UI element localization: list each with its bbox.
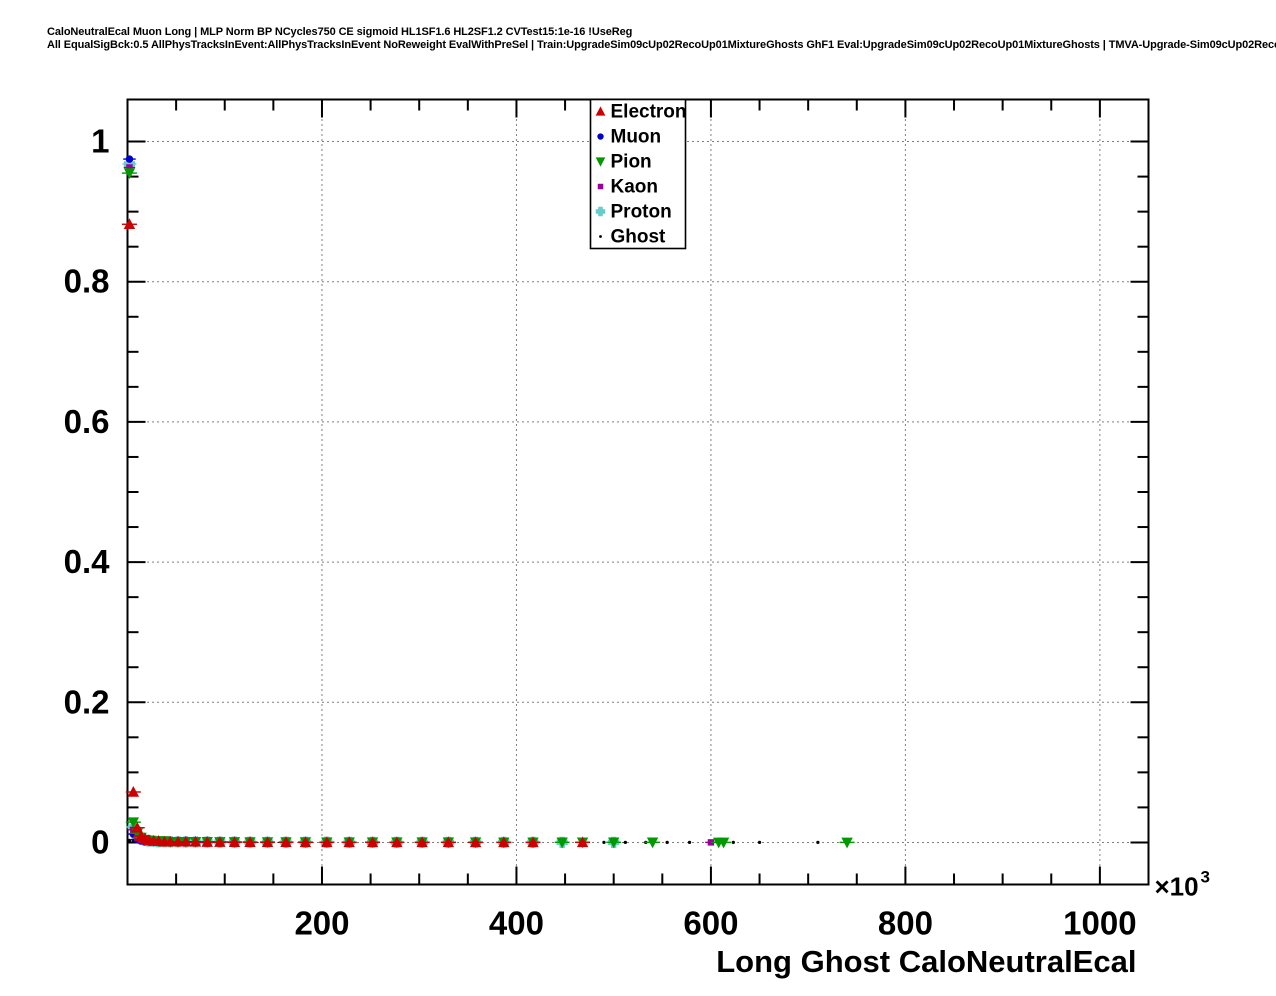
- data-point-ghost: [623, 840, 628, 845]
- legend-item-proton[interactable]: Proton: [595, 202, 672, 223]
- legend[interactable]: Electron Muon Pion Kaon Proton Ghost: [589, 98, 687, 250]
- data-point-electron: [201, 836, 213, 847]
- data-point-pion: [556, 837, 568, 849]
- legend-item-kaon[interactable]: Kaon: [597, 177, 659, 198]
- data-point-muon: [125, 155, 134, 163]
- data-point-pion: [646, 837, 659, 849]
- axis-titles: Long Ghost CaloNeutralEcal: [716, 944, 1136, 979]
- legend-item-ghost[interactable]: Ghost: [599, 227, 666, 248]
- data-point-electron: [469, 836, 482, 848]
- x-tick-label: 400: [489, 905, 544, 942]
- data-point-electron: [366, 836, 379, 848]
- data-point-electron: [416, 836, 428, 848]
- data-point-electron: [576, 836, 589, 848]
- legend-label: Pion: [611, 152, 652, 173]
- header-line-2: All EqualSigBck:0.5 AllPhysTracksInEvent…: [47, 39, 1276, 51]
- series-muon: [123, 155, 379, 847]
- data-point-electron: [164, 835, 176, 847]
- data-point-electron: [172, 835, 184, 847]
- data-point-electron: [442, 836, 455, 848]
- legend-label: Ghost: [611, 227, 667, 248]
- x-tick-label: 600: [683, 905, 738, 942]
- legend-marker-muon: [597, 133, 604, 140]
- data-point-kaon: [707, 839, 715, 846]
- legend-label: Electron: [611, 102, 687, 123]
- data-point-pion: [123, 168, 136, 180]
- data-point-electron: [127, 785, 140, 797]
- data-point-electron: [391, 836, 403, 848]
- header-line-1: CaloNeutralEcal Muon Long | MLP Norm BP …: [47, 26, 633, 38]
- data-point-electron: [228, 836, 241, 847]
- data-point-electron: [123, 218, 136, 230]
- data-point-electron: [343, 836, 355, 848]
- data-point-electron: [131, 821, 143, 833]
- data-point-ghost: [816, 840, 820, 845]
- y-tick-label: 0.4: [64, 543, 111, 580]
- y-tick-label: 0.2: [64, 683, 110, 720]
- data-point-ghost: [602, 840, 606, 845]
- x-axis-exponent-base: ×10: [1155, 872, 1199, 902]
- data-points-layer: [121, 155, 855, 849]
- series-kaon: [123, 164, 717, 846]
- y-tick-label: 0.8: [64, 263, 110, 300]
- data-point-electron: [498, 836, 510, 848]
- legend-box: [589, 98, 687, 250]
- data-point-ghost: [757, 840, 762, 845]
- legend-item-pion[interactable]: Pion: [595, 152, 652, 173]
- data-point-pion: [127, 817, 140, 829]
- data-point-electron: [527, 836, 539, 848]
- legend-marker-electron: [595, 106, 606, 116]
- x-axis-exponent-power: 3: [1201, 868, 1210, 887]
- data-point-electron: [261, 836, 274, 848]
- legend-label: Muon: [611, 127, 662, 148]
- data-point-kaon: [126, 164, 133, 171]
- legend-item-electron[interactable]: Electron: [595, 102, 687, 123]
- data-point-ghost: [687, 840, 692, 845]
- y-tick-label: 1: [91, 123, 109, 160]
- y-tick-label: 0.6: [64, 403, 110, 440]
- data-point-electron: [189, 835, 202, 847]
- x-tick-label: 200: [294, 905, 349, 942]
- x-tick-label: 1000: [1063, 905, 1136, 942]
- data-point-proton: [123, 158, 136, 170]
- series-electron: [121, 218, 591, 848]
- x-axis-title: Long Ghost CaloNeutralEcal: [716, 944, 1136, 979]
- legend-marker-ghost: [599, 235, 602, 238]
- y-tick-label: 0: [91, 823, 109, 860]
- data-point-electron: [321, 836, 333, 848]
- data-point-electron: [244, 836, 256, 847]
- series-proton: [122, 158, 621, 848]
- legend-label: Kaon: [611, 177, 659, 198]
- x-axis-exponent: ×10 3: [1155, 868, 1210, 902]
- data-point-pion: [841, 837, 853, 849]
- legend-marker-pion: [595, 157, 606, 167]
- legend-label: Proton: [611, 202, 672, 223]
- data-point-ghost: [731, 840, 735, 845]
- data-point-pion: [607, 837, 620, 849]
- legend-marker-kaon: [597, 183, 604, 190]
- data-point-ghost: [665, 840, 669, 845]
- legend-marker-proton: [595, 206, 606, 217]
- data-point-electron: [299, 836, 312, 848]
- grid-layer: [127, 99, 1149, 885]
- axis-tick-labels: 0 0.2 0.4 0.6 0.8 1 200 400 600 800 1000 ×10 3: [64, 123, 1210, 942]
- axis-ticks: [126, 99, 1149, 885]
- data-point-ghost: [127, 838, 132, 842]
- data-point-pion: [717, 837, 730, 849]
- legend-item-muon[interactable]: Muon: [597, 127, 661, 148]
- series-pion: [121, 168, 855, 849]
- data-point-electron: [214, 836, 226, 847]
- data-point-electron: [180, 835, 192, 847]
- x-tick-label: 800: [878, 905, 933, 942]
- data-point-electron: [280, 836, 292, 848]
